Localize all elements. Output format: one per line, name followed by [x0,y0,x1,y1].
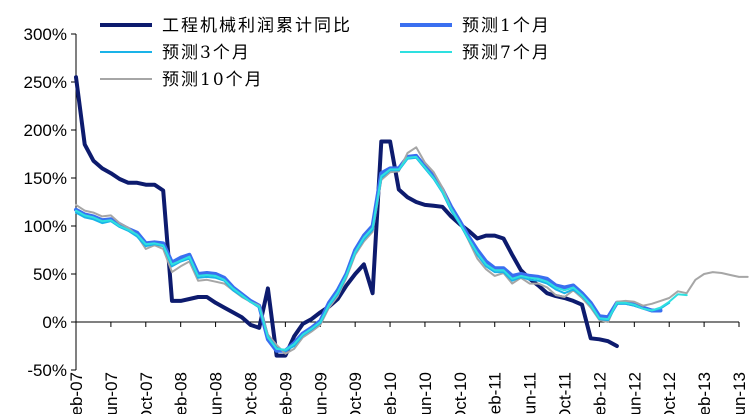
x-tick-label: Jun-10 [416,372,435,414]
x-tick-label: Jun-11 [521,372,540,414]
y-tick-label: 200% [24,121,67,140]
x-tick-label: Oct-08 [241,372,260,414]
y-tick-label: 300% [24,25,67,44]
y-tick-label: -50% [27,361,67,380]
series-line-5 [75,146,749,355]
x-tick-label: Feb-11 [486,372,505,414]
x-tick-label: Jun-07 [102,372,121,414]
legend-label: 工程机械利润累计同比 [162,16,352,36]
x-tick-label: Feb-07 [67,372,86,414]
x-tick-label: Feb-12 [590,372,609,414]
x-tick-label: Oct-07 [137,372,156,414]
x-tick-label: Feb-09 [276,372,295,414]
y-tick-label: 250% [24,73,67,92]
x-tick-label: Oct-09 [346,372,365,414]
y-tick-label: 150% [24,169,67,188]
series-line-4 [75,155,688,351]
legend-label: 预测10个月 [162,70,264,90]
y-tick-label: 50% [33,265,67,284]
y-tick-label: 100% [24,217,67,236]
x-tick-label: Jun-09 [311,372,330,414]
x-axis: Feb-07 Jun-07 Oct-07 Feb-08 Jun-08 Oct-08 Feb-… [67,321,749,414]
x-tick-label: Feb-13 [695,372,714,414]
legend-label: 预测7个月 [462,43,551,63]
y-axis: 300% 250% 200% 150% 100% 50% 0% -50% [24,25,77,380]
series-line-3 [75,156,671,352]
x-tick-label: Jun-12 [625,372,644,414]
x-tick-label: Jun-13 [730,372,749,414]
legend-label: 预测1个月 [462,16,551,36]
x-tick-label: Oct-11 [556,372,575,414]
series-line-1 [74,75,619,358]
x-tick-label: Feb-10 [381,372,400,414]
x-tick-label: Oct-12 [660,372,679,414]
legend-label: 预测3个月 [162,43,251,63]
x-tick-label: Feb-08 [172,372,191,414]
x-tick-label: Oct-10 [451,372,470,414]
series-line-2 [74,153,663,353]
y-tick-label: 0% [42,313,67,332]
x-tick-label: Jun-08 [207,372,226,414]
plot-area [74,75,749,358]
